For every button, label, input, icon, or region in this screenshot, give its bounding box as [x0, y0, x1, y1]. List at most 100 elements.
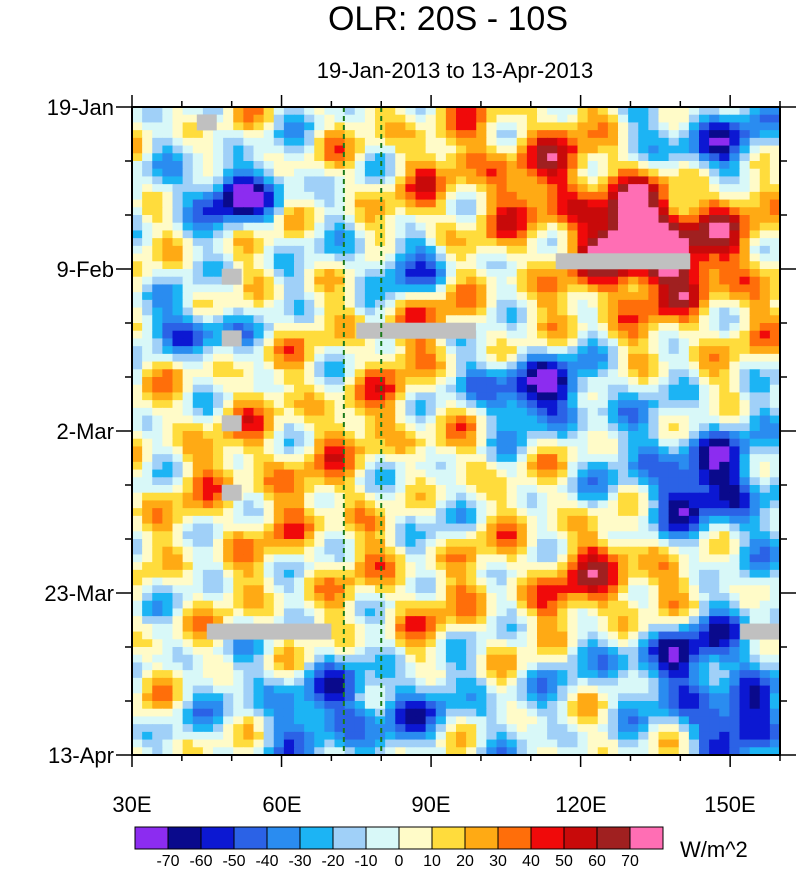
heatmap-cell: [749, 523, 761, 532]
heatmap-cell: [739, 384, 751, 394]
heatmap-cell: [273, 685, 285, 694]
heatmap-cell: [699, 600, 710, 610]
heatmap-cell: [577, 238, 589, 247]
heatmap-cell: [445, 685, 457, 694]
heatmap-cell: [395, 577, 406, 586]
heatmap-cell: [395, 161, 406, 170]
heatmap-cell: [233, 222, 244, 232]
heatmap-cell: [354, 492, 366, 502]
heatmap-cell: [699, 122, 710, 131]
heatmap-cell: [233, 307, 244, 316]
heatmap-cell: [648, 431, 660, 440]
heatmap-cell: [547, 130, 558, 139]
heatmap-cell: [435, 554, 447, 563]
heatmap-cell: [537, 168, 548, 178]
heatmap-cell: [638, 161, 649, 170]
heatmap-cell: [354, 531, 366, 540]
heatmap-cell: [739, 338, 751, 347]
heatmap-cell: [304, 423, 315, 432]
heatmap-cell: [435, 701, 447, 710]
heatmap-cell: [192, 438, 204, 448]
heatmap-cell: [213, 330, 224, 340]
heatmap-cell: [749, 477, 761, 486]
heatmap-cell: [476, 546, 487, 556]
heatmap-cell: [182, 377, 194, 386]
heatmap-cell: [597, 107, 609, 116]
heatmap-cell: [405, 562, 417, 571]
heatmap-cell: [415, 569, 427, 579]
heatmap-cell: [152, 346, 163, 355]
heatmap-cell: [142, 377, 153, 386]
heatmap-cell: [395, 168, 406, 178]
heatmap-cell: [486, 307, 498, 316]
heatmap-cell: [699, 168, 710, 178]
heatmap-cell: [719, 431, 730, 440]
heatmap-cell: [172, 461, 184, 471]
heatmap-cell: [699, 230, 710, 239]
heatmap-cell: [476, 407, 487, 417]
heatmap-cell: [344, 384, 356, 394]
heatmap-cell: [526, 269, 538, 278]
heatmap-cell: [395, 477, 406, 486]
heatmap-cell: [506, 562, 518, 571]
heatmap-cell: [263, 500, 275, 509]
heatmap-cell: [283, 677, 295, 687]
heatmap-cell: [638, 323, 649, 332]
heatmap-cell: [172, 477, 184, 486]
heatmap-cell: [729, 508, 741, 517]
heatmap-cell: [162, 338, 174, 347]
heatmap-cell: [577, 346, 589, 355]
heatmap-cell: [456, 423, 467, 432]
heatmap-cell: [769, 415, 780, 424]
heatmap-cell: [557, 515, 568, 525]
heatmap-cell: [557, 701, 568, 710]
heatmap-cell: [496, 168, 508, 178]
heatmap-cell: [466, 446, 477, 455]
heatmap-cell: [456, 685, 467, 694]
heatmap-cell: [769, 677, 780, 687]
heatmap-cell: [132, 245, 143, 255]
heatmap-cell: [162, 623, 174, 633]
heatmap-cell: [577, 199, 589, 208]
heatmap-cell: [628, 485, 639, 494]
heatmap-cell: [213, 446, 224, 455]
heatmap-cell: [324, 168, 336, 178]
heatmap-cell: [243, 145, 255, 154]
heatmap-cell: [314, 508, 325, 517]
heatmap-cell: [253, 346, 265, 355]
heatmap-cell: [749, 647, 761, 656]
heatmap-cell: [567, 269, 579, 278]
heatmap-cell: [405, 701, 417, 710]
heatmap-cell: [709, 415, 720, 424]
heatmap-cell: [172, 623, 184, 633]
heatmap-cell: [688, 299, 700, 309]
heatmap-cell: [466, 438, 477, 448]
heatmap-cell: [678, 292, 690, 301]
heatmap-cell: [152, 323, 163, 332]
heatmap-cell: [557, 238, 568, 247]
heatmap-cell: [607, 168, 619, 178]
heatmap-cell: [415, 230, 427, 239]
heatmap-cell: [213, 153, 224, 162]
heatmap-cell: [587, 539, 599, 548]
heatmap-cell: [213, 701, 224, 710]
heatmap-cell: [253, 415, 265, 424]
heatmap-cell: [263, 261, 275, 270]
heatmap-cell: [658, 168, 670, 178]
heatmap-cell: [557, 415, 568, 424]
heatmap-cell: [314, 292, 325, 301]
heatmap-cell: [223, 585, 234, 594]
heatmap-cell: [658, 400, 670, 409]
heatmap-cell: [213, 238, 224, 247]
heatmap-cell: [425, 415, 437, 424]
heatmap-cell: [668, 515, 680, 525]
heatmap-cell: [678, 107, 690, 116]
heatmap-cell: [638, 531, 649, 540]
heatmap-cell: [385, 515, 396, 525]
heatmap-cell: [759, 654, 771, 664]
heatmap-cell: [233, 392, 244, 401]
heatmap-cell: [324, 639, 336, 648]
heatmap-cell: [759, 384, 771, 394]
heatmap-cell: [405, 245, 417, 255]
heatmap-cell: [253, 107, 265, 116]
